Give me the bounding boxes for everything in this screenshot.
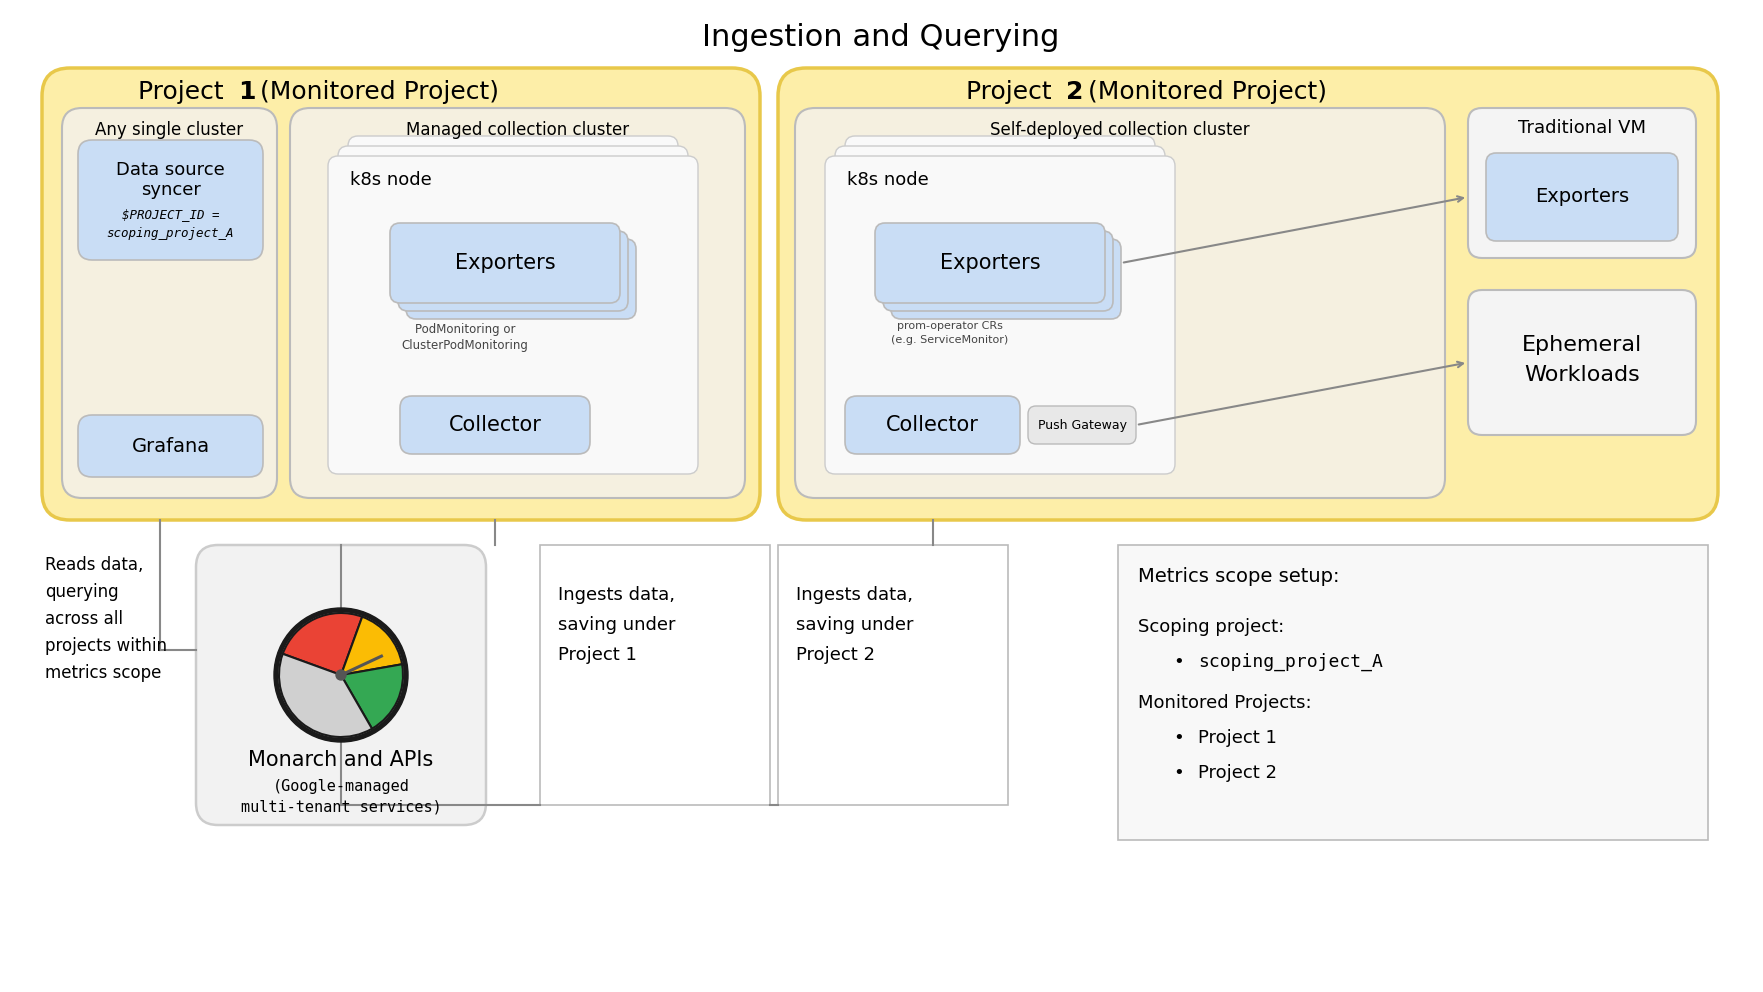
Text: Monitored Projects:: Monitored Projects: [1137, 694, 1312, 712]
Text: Ingests data,: Ingests data, [559, 586, 675, 604]
Text: Project 2: Project 2 [797, 646, 874, 664]
FancyBboxPatch shape [836, 146, 1165, 464]
FancyBboxPatch shape [777, 68, 1717, 520]
Text: Exporters: Exporters [940, 253, 1040, 273]
Text: •: • [1172, 764, 1183, 782]
FancyBboxPatch shape [1469, 108, 1696, 258]
Text: Project: Project [138, 80, 233, 104]
Text: Monarch and APIs: Monarch and APIs [249, 750, 434, 770]
Text: Ingestion and Querying: Ingestion and Querying [702, 24, 1060, 53]
FancyBboxPatch shape [874, 223, 1105, 303]
Text: Exporters: Exporters [455, 253, 555, 273]
Text: multi-tenant services): multi-tenant services) [240, 800, 441, 814]
Text: $PROJECT_ID =: $PROJECT_ID = [122, 208, 219, 221]
Text: metrics scope: metrics scope [46, 664, 162, 682]
FancyBboxPatch shape [62, 108, 277, 498]
Bar [539, 545, 770, 805]
Text: Traditional VM: Traditional VM [1518, 119, 1647, 137]
Text: scoping_project_A: scoping_project_A [1199, 653, 1382, 672]
Text: Grafana: Grafana [132, 436, 210, 455]
Circle shape [273, 608, 407, 742]
FancyBboxPatch shape [883, 231, 1112, 311]
FancyBboxPatch shape [289, 108, 746, 498]
Text: Collector: Collector [448, 415, 541, 435]
Text: k8s node: k8s node [351, 171, 432, 189]
Text: Project 1: Project 1 [559, 646, 636, 664]
FancyBboxPatch shape [78, 415, 263, 477]
FancyBboxPatch shape [844, 136, 1155, 454]
Text: •: • [1172, 653, 1183, 671]
Text: saving under: saving under [797, 616, 913, 634]
FancyBboxPatch shape [844, 396, 1021, 454]
Text: PodMonitoring or: PodMonitoring or [414, 323, 515, 336]
Text: syncer: syncer [141, 181, 201, 199]
Circle shape [337, 670, 346, 680]
Wedge shape [340, 665, 404, 729]
Text: 1: 1 [238, 80, 256, 104]
Text: Managed collection cluster: Managed collection cluster [405, 121, 629, 139]
Text: (Monitored Project): (Monitored Project) [252, 80, 499, 104]
Text: Project 1: Project 1 [1199, 729, 1276, 747]
FancyBboxPatch shape [1486, 153, 1678, 241]
Text: (Monitored Project): (Monitored Project) [1081, 80, 1328, 104]
Text: 2: 2 [1067, 80, 1084, 104]
Text: Reads data,: Reads data, [46, 556, 143, 574]
FancyBboxPatch shape [405, 239, 636, 319]
Text: scoping_project_A: scoping_project_A [108, 226, 234, 239]
FancyBboxPatch shape [338, 146, 688, 464]
Text: Exporters: Exporters [1536, 187, 1629, 206]
Text: Self-deployed collection cluster: Self-deployed collection cluster [991, 121, 1250, 139]
Text: Project: Project [966, 80, 1060, 104]
Text: querying: querying [46, 583, 118, 601]
Text: Ephemeral: Ephemeral [1521, 335, 1641, 355]
Circle shape [279, 613, 404, 737]
Text: Push Gateway: Push Gateway [1037, 419, 1127, 432]
FancyBboxPatch shape [196, 545, 487, 825]
Text: Project 2: Project 2 [1199, 764, 1276, 782]
FancyBboxPatch shape [825, 156, 1174, 474]
Text: Any single cluster: Any single cluster [95, 121, 243, 139]
Bar [1118, 545, 1708, 840]
FancyBboxPatch shape [1028, 406, 1135, 444]
Text: k8s node: k8s node [846, 171, 929, 189]
FancyBboxPatch shape [390, 223, 621, 303]
Wedge shape [282, 613, 361, 675]
Text: Ingests data,: Ingests data, [797, 586, 913, 604]
Text: across all: across all [46, 610, 123, 628]
Text: Metrics scope setup:: Metrics scope setup: [1137, 567, 1340, 586]
FancyBboxPatch shape [398, 231, 628, 311]
FancyBboxPatch shape [890, 239, 1121, 319]
Text: Data source: Data source [116, 161, 226, 179]
FancyBboxPatch shape [328, 156, 698, 474]
FancyBboxPatch shape [347, 136, 679, 454]
FancyBboxPatch shape [78, 140, 263, 260]
Text: Scoping project:: Scoping project: [1137, 618, 1283, 636]
Text: •: • [1172, 729, 1183, 747]
Text: prom-operator CRs: prom-operator CRs [897, 321, 1003, 331]
Text: saving under: saving under [559, 616, 675, 634]
Text: (e.g. ServiceMonitor): (e.g. ServiceMonitor) [892, 335, 1008, 345]
Text: Workloads: Workloads [1525, 365, 1640, 385]
Text: (Google-managed: (Google-managed [273, 780, 409, 795]
Text: projects within: projects within [46, 637, 167, 655]
Wedge shape [340, 617, 402, 675]
FancyBboxPatch shape [1469, 290, 1696, 435]
Text: Collector: Collector [887, 415, 978, 435]
FancyBboxPatch shape [400, 396, 591, 454]
FancyBboxPatch shape [795, 108, 1446, 498]
Wedge shape [279, 654, 372, 737]
Bar [777, 545, 1008, 805]
FancyBboxPatch shape [42, 68, 760, 520]
Text: ClusterPodMonitoring: ClusterPodMonitoring [402, 338, 529, 351]
